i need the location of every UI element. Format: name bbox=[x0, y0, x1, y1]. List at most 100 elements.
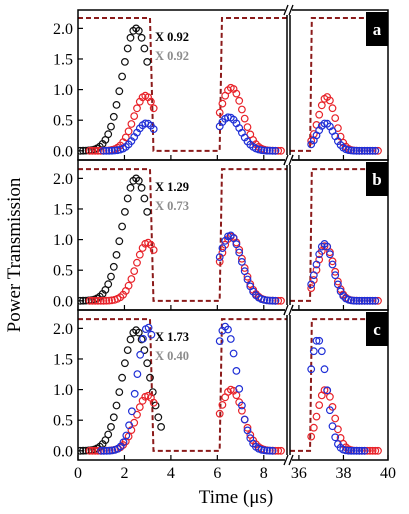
data-point-red bbox=[105, 296, 113, 305]
data-point-black bbox=[143, 359, 152, 368]
series-blue bbox=[99, 113, 380, 155]
data-point-blue bbox=[265, 296, 274, 305]
data-point-red bbox=[237, 105, 246, 114]
control-field-line-left bbox=[78, 318, 287, 452]
y-tick-label: 0.0 bbox=[53, 443, 73, 460]
data-point-blue bbox=[347, 296, 356, 305]
y-tick-label: 1.5 bbox=[53, 51, 73, 68]
data-point-red bbox=[277, 446, 285, 455]
data-point-red bbox=[328, 257, 337, 266]
data-point-blue bbox=[331, 271, 340, 280]
data-point-black bbox=[115, 237, 124, 246]
data-point-red bbox=[127, 120, 136, 128]
annotation-gray: X 0.92 bbox=[155, 49, 189, 63]
axis-break-gap bbox=[285, 305, 292, 315]
control-field-line-left bbox=[78, 168, 287, 302]
y-tick-label: 1.0 bbox=[53, 82, 73, 99]
y-tick-label: 1.0 bbox=[53, 232, 73, 249]
data-point-blue bbox=[271, 146, 280, 155]
data-point-red bbox=[331, 414, 340, 423]
data-point-blue bbox=[352, 146, 361, 155]
panels: 0.0 0.5 1.0 1.5 2.0 X 0.92 X 0.92 a 0.0 0.5 1.0 1.5… bbox=[53, 4, 396, 482]
data-point-blue bbox=[263, 146, 271, 155]
data-point-red bbox=[215, 257, 224, 266]
data-point-red bbox=[91, 146, 100, 155]
data-point-blue bbox=[360, 146, 369, 155]
y-tick-label: 1.0 bbox=[53, 382, 73, 399]
x-tick-label: 4 bbox=[167, 465, 175, 482]
data-point-black bbox=[137, 183, 146, 192]
data-point-red bbox=[277, 146, 285, 155]
y-tick-label: 0.5 bbox=[53, 263, 73, 280]
data-point-blue bbox=[352, 446, 361, 455]
data-point-blue bbox=[323, 386, 332, 395]
data-point-blue bbox=[97, 446, 106, 455]
control-field-line-left bbox=[78, 16, 287, 152]
data-point-blue bbox=[360, 446, 369, 455]
x-tick-label: 8 bbox=[260, 465, 268, 482]
x-axis-label: Time (μs) bbox=[199, 487, 273, 508]
data-point-blue bbox=[235, 248, 244, 257]
y-axis-label: Power Transmission bbox=[4, 177, 25, 332]
data-point-red bbox=[243, 123, 252, 131]
data-point-black bbox=[118, 222, 126, 231]
data-point-blue bbox=[268, 446, 277, 455]
data-point-blue bbox=[218, 244, 227, 253]
y-tick-label: 0.5 bbox=[53, 113, 73, 130]
data-point-blue bbox=[240, 267, 249, 276]
data-point-red bbox=[94, 296, 102, 305]
data-point-black bbox=[120, 359, 129, 368]
data-point-red bbox=[331, 267, 340, 276]
axis-break-mark bbox=[288, 4, 294, 16]
data-point-red bbox=[326, 392, 334, 401]
data-point-blue bbox=[366, 146, 374, 155]
data-point-blue bbox=[347, 146, 356, 155]
y-tick-label: 2.0 bbox=[53, 21, 73, 38]
data-point-blue bbox=[307, 280, 316, 289]
data-point-blue bbox=[130, 389, 139, 398]
data-point-red bbox=[130, 112, 139, 120]
data-point-black bbox=[104, 130, 113, 139]
data-point-red bbox=[121, 133, 130, 142]
data-point-black bbox=[104, 430, 113, 439]
data-point-red bbox=[307, 432, 316, 441]
data-point-blue bbox=[105, 146, 113, 155]
data-point-blue bbox=[125, 421, 134, 430]
data-point-red bbox=[315, 110, 324, 119]
data-point-red bbox=[127, 426, 136, 435]
data-point-blue bbox=[368, 296, 377, 305]
data-point-red bbox=[368, 446, 377, 455]
data-point-blue bbox=[229, 349, 238, 358]
data-point-black bbox=[109, 413, 118, 422]
data-point-red bbox=[277, 296, 285, 305]
data-point-blue bbox=[360, 296, 369, 305]
data-point-black bbox=[78, 446, 85, 455]
data-point-black bbox=[112, 100, 121, 109]
data-point-black bbox=[120, 207, 129, 216]
data-point-blue bbox=[315, 250, 324, 259]
data-point-black bbox=[112, 401, 121, 410]
data-point-blue bbox=[271, 296, 280, 305]
data-point-red bbox=[215, 409, 224, 418]
data-point-blue bbox=[336, 141, 345, 149]
data-point-red bbox=[85, 146, 94, 155]
data-point-red bbox=[99, 296, 108, 305]
data-point-red bbox=[85, 296, 94, 305]
data-point-blue bbox=[260, 296, 269, 304]
data-point-blue bbox=[331, 433, 340, 442]
data-point-blue bbox=[215, 253, 224, 262]
data-point-blue bbox=[358, 296, 366, 305]
series-blue bbox=[97, 322, 369, 455]
data-point-blue bbox=[102, 146, 111, 155]
axis-break-mark bbox=[283, 454, 289, 466]
data-point-blue bbox=[320, 365, 329, 374]
data-point-blue bbox=[260, 146, 269, 155]
data-point-blue bbox=[147, 330, 156, 339]
data-point-blue bbox=[119, 438, 128, 447]
annotation-black: X 0.92 bbox=[155, 30, 189, 44]
data-point-black bbox=[118, 72, 126, 81]
data-point-red bbox=[149, 246, 158, 254]
data-point-red bbox=[94, 146, 102, 155]
data-point-red bbox=[371, 446, 380, 455]
data-point-black bbox=[126, 335, 135, 344]
